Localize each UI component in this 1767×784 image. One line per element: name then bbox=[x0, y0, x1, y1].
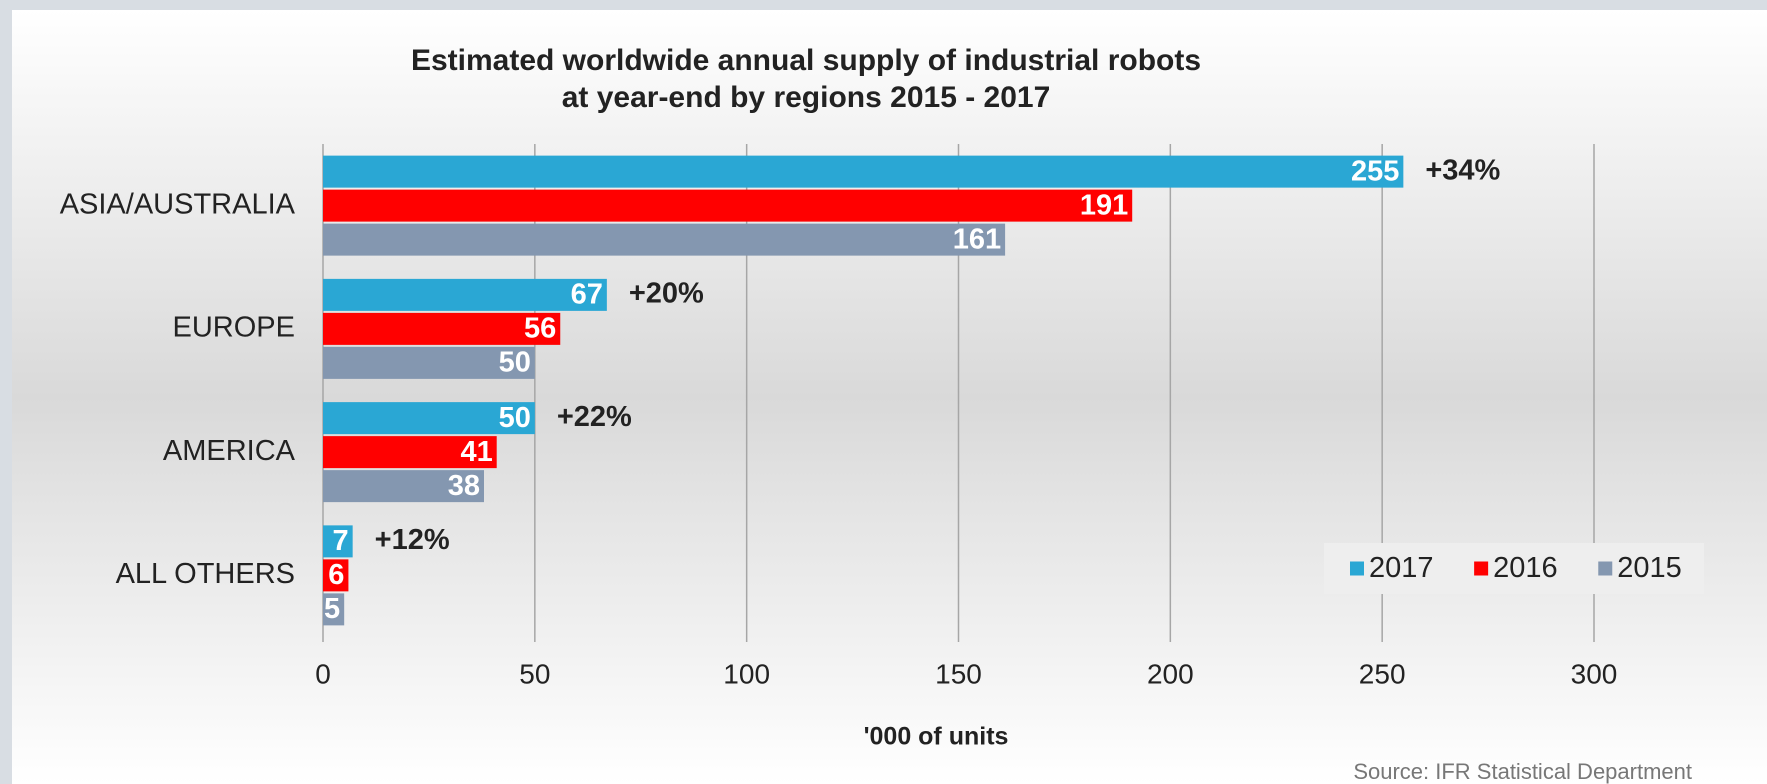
legend-swatch bbox=[1350, 561, 1364, 576]
value-label: 38 bbox=[448, 470, 480, 502]
bar bbox=[323, 559, 349, 592]
bar bbox=[323, 312, 561, 345]
x-tick-label: 100 bbox=[723, 658, 770, 689]
y-tick-label: AMERICA bbox=[163, 435, 296, 467]
bar bbox=[323, 189, 1133, 222]
bar bbox=[323, 436, 497, 469]
value-label: 7 bbox=[333, 525, 349, 557]
value-label: 41 bbox=[460, 436, 492, 468]
x-tick-label: 150 bbox=[935, 658, 982, 689]
x-tick-label: 200 bbox=[1147, 658, 1194, 689]
value-label: 67 bbox=[571, 279, 603, 311]
x-tick-label: 0 bbox=[315, 658, 331, 689]
value-label: 191 bbox=[1080, 189, 1128, 221]
value-label: 56 bbox=[524, 313, 556, 345]
x-axis-label: '000 of units bbox=[864, 723, 1009, 751]
bar bbox=[323, 278, 607, 311]
value-label: 161 bbox=[953, 223, 1001, 255]
value-label: 50 bbox=[499, 402, 531, 434]
x-tick-label: 50 bbox=[519, 658, 550, 689]
bar bbox=[323, 402, 535, 435]
legend-label: 2017 bbox=[1369, 552, 1434, 584]
bar bbox=[323, 155, 1404, 188]
legend-swatch bbox=[1474, 561, 1489, 576]
value-label: 255 bbox=[1351, 155, 1399, 187]
chart-title: at year-end by regions 2015 - 2017 bbox=[562, 81, 1051, 114]
background bbox=[12, 10, 1767, 784]
y-tick-label: EUROPE bbox=[173, 312, 295, 344]
annotation: +20% bbox=[629, 278, 704, 310]
value-label: 50 bbox=[499, 347, 531, 379]
bar bbox=[323, 346, 535, 379]
chart-title: Estimated worldwide annual supply of ind… bbox=[411, 44, 1201, 77]
bar bbox=[323, 470, 484, 503]
y-tick-label: ALL OTHERS bbox=[116, 558, 295, 590]
legend-label: 2015 bbox=[1617, 552, 1682, 584]
value-label: 6 bbox=[328, 559, 344, 591]
legend-swatch bbox=[1598, 561, 1613, 576]
legend-label: 2016 bbox=[1493, 552, 1558, 584]
annotation: +22% bbox=[557, 401, 632, 433]
bar bbox=[323, 593, 345, 626]
value-label: 5 bbox=[324, 593, 340, 625]
bar bbox=[323, 525, 353, 558]
annotation: +12% bbox=[375, 524, 450, 556]
x-tick-label: 250 bbox=[1359, 658, 1406, 689]
annotation: +34% bbox=[1425, 154, 1500, 186]
x-tick-label: 300 bbox=[1571, 658, 1618, 689]
bar bbox=[323, 223, 1006, 256]
y-tick-label: ASIA/AUSTRALIA bbox=[60, 188, 296, 220]
source: Source: IFR Statistical Department bbox=[1353, 759, 1692, 784]
legend-box bbox=[1324, 543, 1704, 594]
